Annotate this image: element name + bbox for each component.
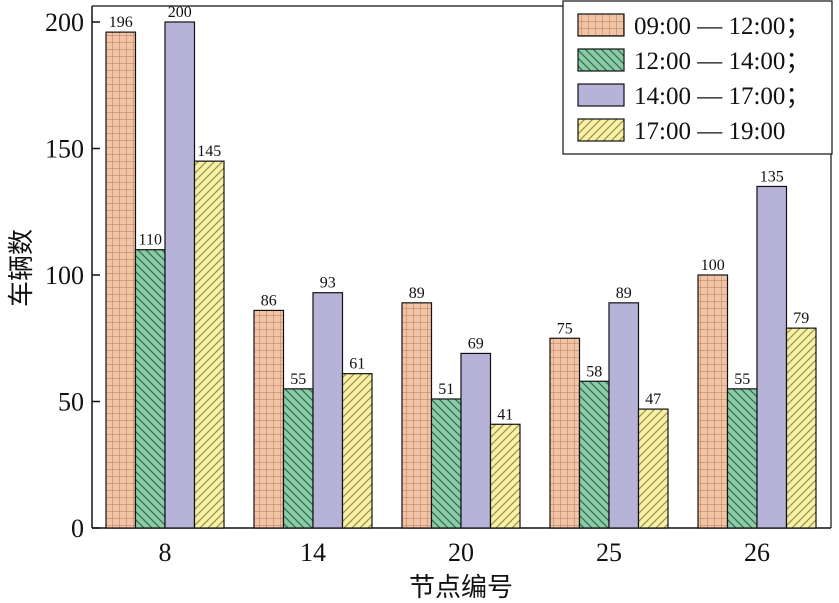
bar-value-label: 47	[645, 391, 661, 408]
bar	[430, 398, 462, 529]
bars	[105, 21, 817, 529]
bar-value-label: 100	[701, 257, 725, 274]
legend-label: 17:00 — 19:00	[634, 118, 785, 145]
bar-value-label: 200	[168, 4, 192, 21]
bar	[401, 302, 433, 529]
bar	[549, 337, 581, 529]
x-axis-title: 节点编号	[409, 573, 513, 602]
bar-value-label: 89	[616, 285, 632, 302]
bar-value-label: 93	[320, 275, 336, 292]
x-tick-label: 8	[159, 538, 172, 567]
y-tick-label: 200	[45, 8, 84, 37]
legend-label: 09:00 — 12:00；	[634, 13, 810, 40]
bar-value-label: 89	[409, 285, 425, 302]
bar-value-label: 79	[793, 310, 809, 327]
legend: 09:00 — 12:00； 12:00 — 14:00； 14:00 — 17:0…	[562, 0, 833, 155]
bar-value-label: 58	[586, 363, 602, 380]
x-tick-label: 25	[596, 538, 622, 567]
bar	[312, 292, 344, 529]
bar-value-label: 110	[139, 232, 162, 249]
bar-value-label: 145	[197, 143, 221, 160]
bar-value-label: 61	[349, 356, 365, 373]
bar	[134, 249, 166, 529]
x-tick-label: 14	[300, 538, 326, 567]
bar-value-label: 55	[734, 371, 750, 388]
bar	[105, 31, 137, 529]
y-tick-label: 150	[45, 135, 84, 164]
bar	[341, 373, 373, 529]
y-axis-ticks: 0 50 100 150 200	[45, 8, 100, 543]
bar-value-label: 69	[468, 335, 484, 352]
y-axis-title: 车辆数	[7, 229, 36, 307]
bar-value-label: 135	[760, 168, 784, 185]
x-tick-label: 20	[448, 538, 474, 567]
bar	[253, 309, 285, 529]
bar	[608, 302, 640, 529]
bar	[164, 21, 196, 529]
bar-value-label: 86	[261, 292, 277, 309]
x-tick-label: 26	[744, 538, 770, 567]
legend-label: 12:00 — 14:00；	[634, 48, 810, 75]
bar	[756, 185, 788, 529]
bar	[282, 388, 314, 529]
y-tick-label: 100	[45, 261, 84, 290]
legend-label: 14:00 — 17:00；	[634, 83, 810, 110]
bar-value-label: 41	[497, 406, 513, 423]
bar	[637, 408, 669, 529]
data-labels: 196 110 200 145 86 55 93 61 89 51 69 41 75 58 89 47 100 5…	[109, 4, 810, 423]
bar	[489, 423, 521, 529]
legend-swatch	[577, 13, 625, 37]
bar-value-label: 55	[290, 371, 306, 388]
legend-swatch	[577, 83, 625, 107]
bar	[785, 327, 817, 529]
y-tick-label: 50	[58, 388, 84, 417]
y-tick-label: 0	[71, 514, 84, 543]
bar-value-label: 75	[557, 320, 573, 337]
bar	[697, 274, 729, 529]
bar-value-label: 51	[438, 381, 454, 398]
legend-swatch	[577, 48, 625, 72]
bar	[193, 160, 225, 529]
bar	[460, 352, 492, 529]
bar	[578, 380, 610, 529]
bar-value-label: 196	[109, 14, 133, 31]
legend-swatch	[577, 118, 625, 142]
bar	[726, 388, 758, 529]
